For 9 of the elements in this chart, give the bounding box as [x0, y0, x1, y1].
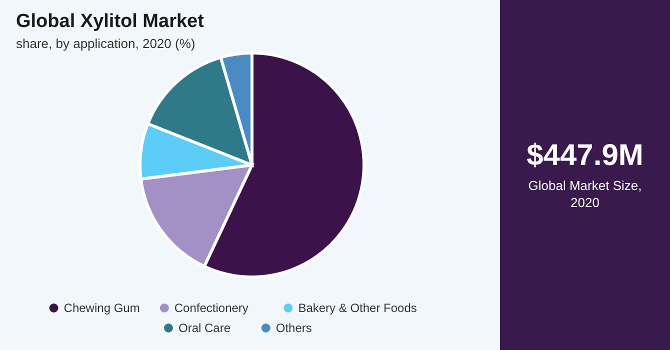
legend-label: Chewing Gum: [64, 301, 140, 315]
text: $447.9M: [526, 139, 644, 172]
chart-subtitle: share, by application, 2020 (%): [16, 36, 196, 51]
legend-label: Confectionery: [174, 301, 248, 315]
legend-label: Others: [276, 321, 312, 335]
text: Global Market Size, 2020: [528, 178, 642, 210]
legend-label: Bakery & Other Foods: [298, 301, 417, 315]
chart-title: Global Xylitol Market: [16, 11, 205, 32]
legend-label: Oral Care: [178, 321, 231, 335]
